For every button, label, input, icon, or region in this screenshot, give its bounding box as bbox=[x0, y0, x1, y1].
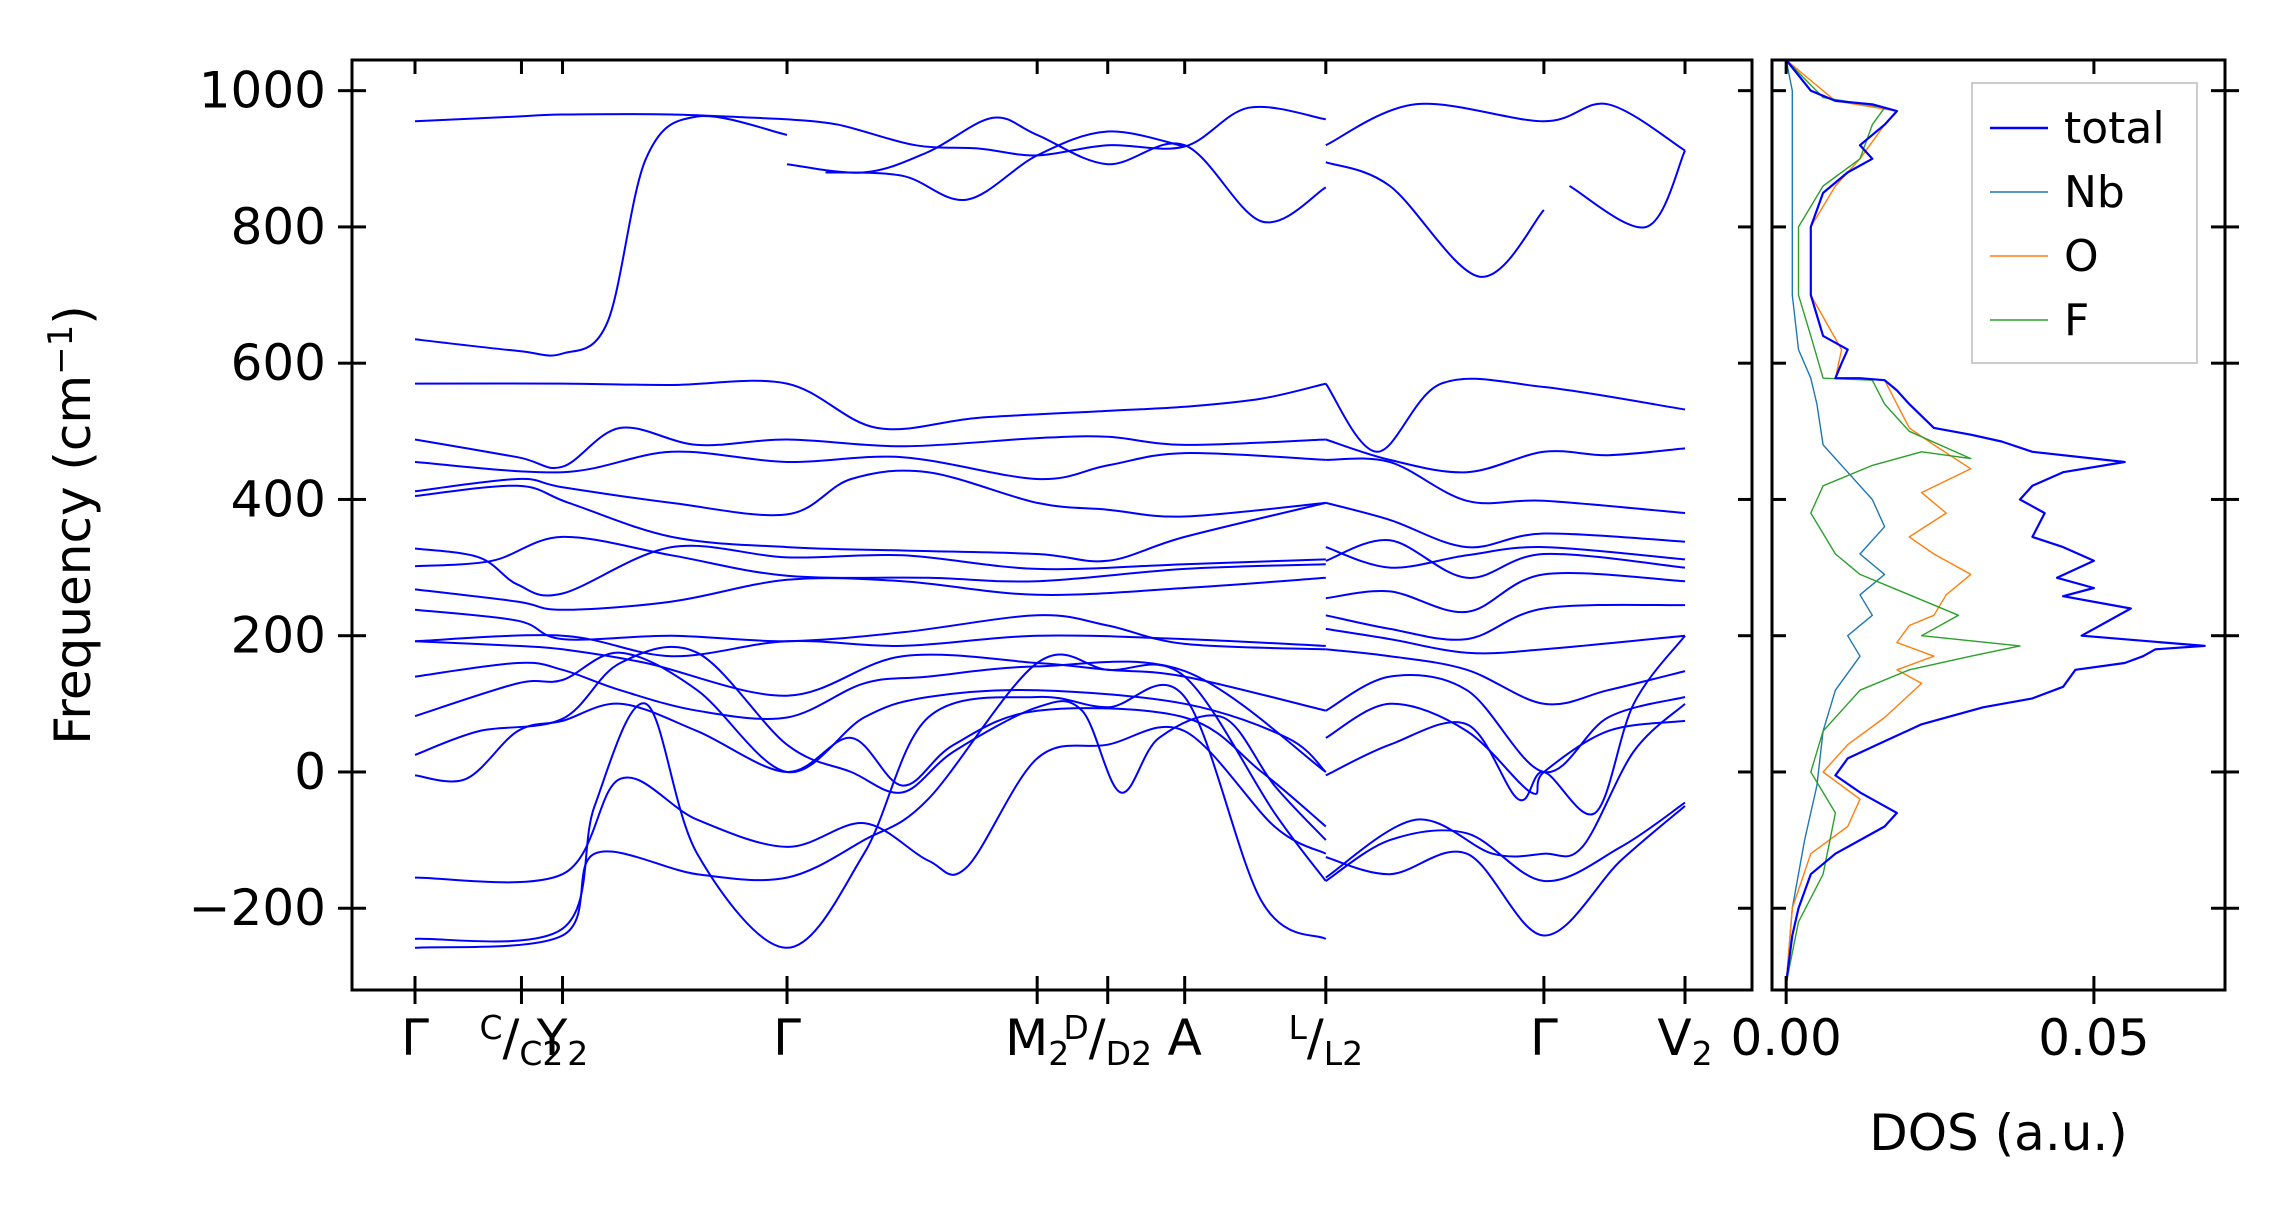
band-branch-40 bbox=[1325, 801, 1686, 883]
dos-line-o bbox=[1785, 59, 1972, 984]
band-branch-9 bbox=[414, 379, 1327, 431]
band-branch-17 bbox=[414, 608, 1326, 651]
y-tick-label: 800 bbox=[231, 198, 326, 256]
dos-x-tick-label: 0.00 bbox=[1730, 1009, 1841, 1067]
band-branch-37 bbox=[1325, 674, 1686, 774]
band-branch-8 bbox=[1569, 150, 1686, 229]
y-axis-label-superscript: −1 bbox=[41, 325, 81, 375]
y-axis-ticks: −200 0 200 400 600 800 1000 bbox=[189, 62, 1752, 937]
dos-line-total bbox=[1785, 59, 2206, 984]
band-branch-4 bbox=[786, 116, 1327, 224]
band-branch-39 bbox=[1325, 635, 1686, 816]
band-branch-15 bbox=[414, 535, 1326, 583]
x-tick-label: L/L2 bbox=[1288, 1008, 1363, 1073]
y-tick-label: −200 bbox=[189, 879, 326, 937]
band-branch-23 bbox=[414, 702, 1327, 828]
legend-label-o: O bbox=[2064, 231, 2099, 282]
band-branch-20 bbox=[414, 660, 1327, 773]
dos-line-f bbox=[1785, 59, 2021, 984]
legend-box bbox=[1971, 82, 2198, 364]
band-branch-27 bbox=[1324, 377, 1686, 453]
band-branch-29 bbox=[1325, 457, 1686, 515]
x-tick-label: V2 bbox=[1657, 1009, 1712, 1073]
x-tick-label: Γ bbox=[401, 1009, 429, 1067]
dos-curves bbox=[1785, 59, 2206, 984]
band-branch-13 bbox=[414, 484, 1327, 563]
legend: total Nb OF bbox=[1971, 82, 2198, 364]
band-branch-33 bbox=[1325, 572, 1686, 614]
band-branch-11 bbox=[414, 450, 1326, 481]
band-branch-36 bbox=[1325, 648, 1686, 706]
x-tick-label: D/D2 bbox=[1063, 1008, 1152, 1073]
x-tick-label: Y2 bbox=[536, 1009, 589, 1073]
band-branch-18 bbox=[414, 634, 1326, 658]
band-branch-28 bbox=[1325, 438, 1686, 474]
band-plot-frame bbox=[350, 58, 1754, 992]
band-branch-25 bbox=[414, 683, 1327, 949]
dos-x-axis-label: DOS (a.u.) bbox=[1869, 1104, 2128, 1162]
dos-panel: 0.00 0.05 DOS (a.u.) total Nb OF bbox=[1730, 58, 2239, 1162]
band-branch-22 bbox=[414, 645, 1327, 841]
y-tick-label: 1000 bbox=[199, 62, 326, 120]
band-branch-10 bbox=[414, 426, 1326, 469]
band-branch-5 bbox=[825, 130, 1185, 201]
band-branch-2 bbox=[414, 114, 788, 357]
band-branch-32 bbox=[1325, 539, 1686, 579]
band-branch-31 bbox=[1325, 546, 1686, 569]
dos-x-tick-label: 0.05 bbox=[2038, 1009, 2149, 1067]
band-branch-24 bbox=[414, 725, 1327, 884]
legend-label-total: total bbox=[2064, 103, 2165, 154]
x-tick-label: Γ bbox=[773, 1009, 801, 1067]
dos-x-ticks: 0.00 0.05 bbox=[1730, 60, 2150, 1067]
band-branch-42 bbox=[1325, 703, 1686, 879]
band-branch-19 bbox=[414, 640, 1327, 712]
x-tick-label: Γ bbox=[1530, 1009, 1558, 1067]
dos-line-nb bbox=[1785, 59, 1886, 984]
legend-label-f: F bbox=[2064, 295, 2089, 346]
x-tick-label: C/C2 bbox=[479, 1008, 563, 1073]
band-branch-12 bbox=[414, 469, 1326, 518]
y-tick-label: 400 bbox=[231, 470, 326, 528]
band-branch-3 bbox=[786, 105, 1326, 157]
band-branch-41 bbox=[1325, 805, 1686, 937]
y-axis-label-text: Frequency (cm bbox=[44, 375, 102, 745]
y-tick-label: 0 bbox=[294, 743, 326, 801]
band-branch-26 bbox=[414, 653, 1327, 949]
band-branch-6 bbox=[1325, 102, 1686, 152]
y-tick-label: 200 bbox=[231, 607, 326, 665]
y-tick-label: 600 bbox=[231, 334, 326, 392]
x-tick-label: M2 bbox=[1005, 1009, 1069, 1073]
x-tick-label: A bbox=[1168, 1009, 1202, 1067]
dos-plot-frame bbox=[1770, 58, 2227, 992]
y-axis-label: Frequency (cm−1) bbox=[41, 305, 102, 745]
band-branch-7 bbox=[1325, 161, 1545, 278]
legend-label-nb: Nb bbox=[2064, 167, 2125, 218]
band-branch-34 bbox=[1325, 603, 1686, 641]
band-branch-21 bbox=[414, 651, 1327, 774]
dos-y-ticks bbox=[1772, 89, 2239, 910]
band-branch-35 bbox=[1325, 627, 1686, 655]
y-axis-label-close: ) bbox=[44, 305, 102, 325]
band-branch-14 bbox=[414, 544, 1326, 597]
band-branch-16 bbox=[414, 576, 1326, 611]
band-branch-30 bbox=[1325, 501, 1686, 549]
band-curves bbox=[414, 102, 1686, 949]
